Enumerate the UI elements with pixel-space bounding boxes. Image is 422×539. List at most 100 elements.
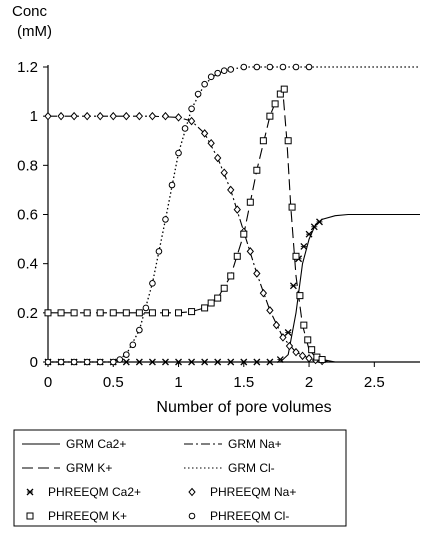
data-point-phreeqm-ca2	[148, 358, 156, 366]
data-point-phreeqm-na	[292, 347, 300, 357]
data-point-phreeqm-na	[161, 111, 170, 121]
data-point-phreeqm-na	[187, 116, 196, 126]
y-tick-label: 0.2	[17, 305, 38, 322]
data-point-phreeqm-k	[318, 356, 326, 364]
data-point-phreeqm-k	[70, 309, 78, 317]
data-point-phreeqm-na	[305, 354, 313, 363]
data-point-phreeqm-ca2	[122, 358, 130, 366]
x-tick-label: 1	[174, 374, 182, 391]
data-point-phreeqm-na	[227, 185, 235, 195]
data-point-phreeqm-cl	[207, 73, 215, 81]
data-point-phreeqm-ca2	[201, 358, 209, 366]
data-point-phreeqm-k	[96, 309, 104, 317]
data-point-phreeqm-na	[44, 111, 52, 121]
data-point-phreeqm-ca2	[227, 358, 235, 366]
data-point-phreeqm-cl	[109, 358, 117, 366]
data-point-phreeqm-na	[109, 111, 117, 121]
data-point-phreeqm-cl	[155, 248, 163, 255]
y-tick-label: 0.6	[17, 207, 38, 224]
data-point-phreeqm-na	[96, 111, 104, 121]
data-point-phreeqm-na	[233, 205, 241, 214]
legend-label: PHREEQM K+	[48, 509, 127, 523]
legend-label: PHREEQM Ca2+	[48, 485, 141, 499]
data-point-phreeqm-k	[288, 203, 296, 211]
legend-label: GRM Ca2+	[66, 437, 126, 451]
series-markers-phreeqm-k	[44, 85, 326, 364]
data-point-phreeqm-na	[122, 111, 130, 121]
data-point-phreeqm-cl	[116, 356, 124, 363]
y-tick-label: 0	[30, 354, 38, 371]
data-point-phreeqm-k	[271, 100, 279, 108]
y-tick-label: 1.2	[17, 59, 38, 76]
data-point-phreeqm-k	[57, 309, 65, 317]
legend-entry: GRM K+	[22, 461, 112, 475]
data-point-phreeqm-na	[298, 351, 307, 361]
data-point-phreeqm-na	[246, 247, 254, 256]
data-point-phreeqm-k	[109, 309, 117, 317]
data-point-phreeqm-na	[207, 138, 215, 148]
data-point-phreeqm-na	[272, 320, 281, 330]
data-point-phreeqm-k	[207, 299, 215, 307]
data-point-phreeqm-cl	[214, 69, 221, 77]
data-point-phreeqm-ca2	[135, 358, 143, 366]
legend-label: GRM Na+	[228, 437, 282, 451]
data-point-phreeqm-k	[308, 346, 316, 354]
data-point-phreeqm-cl	[220, 67, 228, 74]
data-point-phreeqm-k	[161, 309, 169, 317]
data-point-phreeqm-cl	[83, 358, 91, 366]
data-point-phreeqm-k	[220, 284, 228, 292]
data-point-phreeqm-k	[259, 137, 267, 145]
legend-label: PHREEQM Na+	[210, 485, 296, 499]
legend-entry: PHREEQM Cl-	[188, 509, 289, 523]
data-point-phreeqm-na	[135, 111, 144, 121]
data-point-phreeqm-k	[201, 304, 209, 312]
data-point-phreeqm-cl	[142, 304, 150, 312]
data-point-phreeqm-k	[227, 272, 235, 280]
data-point-phreeqm-ca2	[310, 223, 318, 231]
data-point-phreeqm-cl	[292, 63, 300, 71]
data-point-phreeqm-cl	[57, 358, 65, 366]
data-point-phreeqm-ca2	[289, 282, 297, 290]
series-markers-phreeqm-na	[44, 111, 326, 366]
y-tick-label: 1	[30, 108, 38, 125]
data-point-phreeqm-cl	[266, 63, 274, 71]
x-tick-label: 0	[44, 374, 52, 391]
y-tick-label: 0.4	[17, 256, 38, 273]
data-point-phreeqm-cl	[181, 125, 189, 132]
data-markers	[44, 63, 326, 366]
y-tick-label: 0.8	[17, 157, 38, 174]
data-point-phreeqm-k	[175, 309, 183, 317]
data-point-phreeqm-k	[284, 137, 292, 145]
series-markers-phreeqm-ca2	[44, 218, 323, 366]
data-point-phreeqm-na	[214, 153, 222, 163]
data-point-phreeqm-k	[135, 309, 143, 317]
data-point-phreeqm-cl	[123, 351, 130, 358]
data-point-phreeqm-na	[57, 111, 65, 121]
y-axis-label: Conc	[12, 3, 48, 20]
data-point-phreeqm-ca2	[300, 242, 308, 250]
data-point-phreeqm-cl	[227, 66, 235, 73]
data-point-phreeqm-cl	[175, 149, 182, 157]
data-point-phreeqm-cl	[194, 90, 202, 98]
data-point-phreeqm-k	[122, 309, 130, 317]
x-tick-label: 2.5	[364, 374, 385, 391]
data-point-phreeqm-na	[253, 269, 261, 278]
axes-layer: 0 0.2 0.4 0.6 0.8 1 1.2 0 0.5 1 1.5 2 2.5 Conc (mM) Num…	[12, 3, 420, 416]
data-point-phreeqm-k	[44, 309, 52, 317]
data-point-phreeqm-ca2	[284, 329, 292, 336]
series-line-grm-na	[48, 115, 420, 363]
legend-symbol	[188, 487, 196, 497]
data-point-phreeqm-na	[70, 111, 78, 121]
legend-entry: PHREEQM Ca2+	[26, 485, 141, 499]
data-point-phreeqm-cl	[279, 63, 287, 71]
legend-layer: GRM Ca2+ GRM Na+ GRM K+ GRM Cl- PHREEQM Ca2+…	[13, 429, 347, 527]
data-point-phreeqm-ca2	[188, 358, 196, 366]
data-point-phreeqm-k	[276, 90, 284, 98]
data-point-phreeqm-ca2	[253, 358, 261, 366]
data-point-phreeqm-cl	[149, 280, 156, 287]
data-point-phreeqm-k	[83, 309, 91, 317]
data-point-phreeqm-na	[200, 129, 209, 138]
data-point-phreeqm-cl	[168, 181, 176, 189]
